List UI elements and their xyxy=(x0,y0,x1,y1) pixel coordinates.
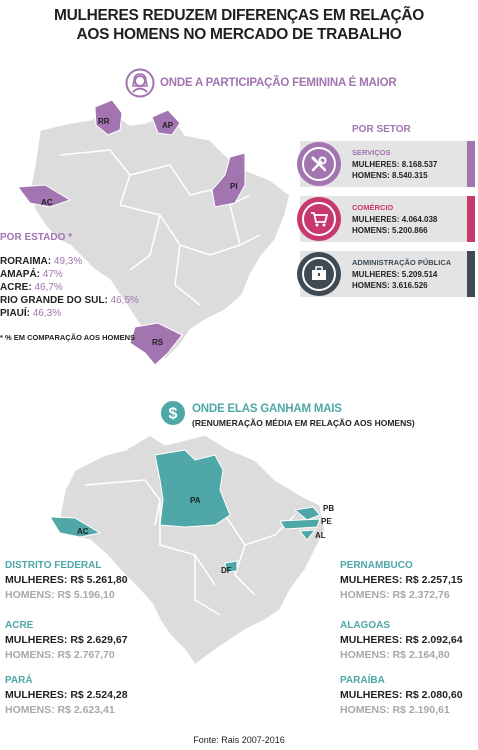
sector-bar-servicos xyxy=(467,141,475,187)
salary-pernambuco: PERNAMBUCO MULHERES: R$ 2.257,15 HOMENS:… xyxy=(340,560,463,601)
map-label-ac: AC xyxy=(77,527,89,536)
section2-heading: ONDE ELAS GANHAM MAIS xyxy=(192,403,342,415)
state-para xyxy=(154,449,231,528)
sector-women: MULHERES: 4.064.038 xyxy=(352,214,438,224)
map-label-pe: PE xyxy=(321,517,332,526)
by-sector-heading: POR SETOR xyxy=(352,124,411,135)
sector-name: COMÉRCIO xyxy=(352,203,394,212)
map-label-pi: PI xyxy=(230,182,238,191)
salary-para: PARÁ MULHERES: R$ 2.524,28 HOMENS: R$ 2.… xyxy=(5,675,128,716)
by-state-heading: POR ESTADO * xyxy=(0,232,73,243)
briefcase-icon xyxy=(297,252,341,296)
state-borders xyxy=(84,479,296,616)
map-label-ap: AP xyxy=(162,121,174,130)
sector-men: HOMENS: 3.616.526 xyxy=(352,281,428,290)
svg-text:$: $ xyxy=(169,406,178,423)
state-piaui xyxy=(211,152,246,208)
state-borders xyxy=(59,149,261,306)
state-stat-acre: ACRE: 46,7% xyxy=(0,282,63,293)
sector-bar-comercio xyxy=(467,196,475,242)
state-roraima xyxy=(94,99,123,136)
map-participation: RR AP PI AC RS xyxy=(17,99,291,366)
dollar-icon: $ xyxy=(160,400,186,426)
state-paraiba xyxy=(293,506,321,521)
salary-distrito-federal: DISTRITO FEDERAL MULHERES: R$ 5.261,80 H… xyxy=(5,560,128,601)
map-label-rr: RR xyxy=(98,117,110,126)
map-label-pb: PB xyxy=(323,504,334,513)
salary-acre: ACRE MULHERES: R$ 2.629,67 HOMENS: R$ 2.… xyxy=(5,620,128,661)
sector-men: HOMENS: 5.200.866 xyxy=(352,226,428,235)
title-line-2: AOS HOMENS NO MERCADO DE TRABALHO xyxy=(76,26,402,43)
state-distrito-federal xyxy=(224,560,238,573)
salary-alagoas: ALAGOAS MULHERES: R$ 2.092,64 HOMENS: R$… xyxy=(340,620,463,661)
title-line-1: MULHERES REDUZEM DIFERENÇAS EM RELAÇÃO xyxy=(53,7,425,24)
sector-bar-administracao xyxy=(467,251,475,297)
state-stat-piaui: PIAUÍ: 46,3% xyxy=(0,308,62,319)
state-rio-grande-do-sul xyxy=(129,322,183,366)
woman-icon xyxy=(125,68,155,98)
tools-icon xyxy=(297,142,341,186)
map-label-df: DF xyxy=(221,566,232,575)
by-state-note: * % EM COMPARAÇÃO AOS HOMENS xyxy=(0,333,136,342)
map-label-al: AL xyxy=(315,531,326,540)
state-stat-rs: RIO GRANDE DO SUL: 46,5% xyxy=(0,295,139,306)
shopping-cart-icon xyxy=(297,197,341,241)
sector-women: MULHERES: 5.209.514 xyxy=(352,269,438,279)
state-stat-roraima: RORAIMA: 49,3% xyxy=(0,256,83,267)
section2-subheading: (RENUMERAÇÃO MÉDIA EM RELAÇÃO AOS HOMENS… xyxy=(192,418,415,428)
brazil-map-shape xyxy=(59,434,326,667)
map-label-ac: AC xyxy=(41,198,53,207)
sector-women: MULHERES: 8.168.537 xyxy=(352,159,438,169)
map-label-pa: PA xyxy=(190,496,201,505)
by-state-list: RORAIMA: 49,3% AMAPÁ: 47% ACRE: 46,7% RI… xyxy=(0,255,139,320)
state-pernambuco xyxy=(279,518,321,530)
sector-name: SERVIÇOS xyxy=(352,148,391,157)
salary-paraiba: PARAÍBA MULHERES: R$ 2.080,60 HOMENS: R$… xyxy=(340,675,463,716)
section1-heading: ONDE A PARTICIPAÇÃO FEMININA É MAIOR xyxy=(160,77,397,89)
sector-name: ADMINISTRAÇÃO PÚBLICA xyxy=(352,258,452,267)
map-salary: PA AC DF PB PE AL xyxy=(49,434,334,667)
map-label-rs: RS xyxy=(152,338,164,347)
state-stat-amapa: AMAPÁ: 47% xyxy=(0,269,63,280)
state-acre xyxy=(17,184,72,208)
page-title: MULHERES REDUZEM DIFERENÇAS EM RELAÇÃO A… xyxy=(0,6,478,44)
state-acre xyxy=(49,516,102,538)
source-note: Fonte: Rais 2007-2016 xyxy=(193,735,285,745)
sector-men: HOMENS: 8.540.315 xyxy=(352,171,428,180)
state-amapa xyxy=(151,109,181,136)
state-alagoas xyxy=(299,529,317,541)
